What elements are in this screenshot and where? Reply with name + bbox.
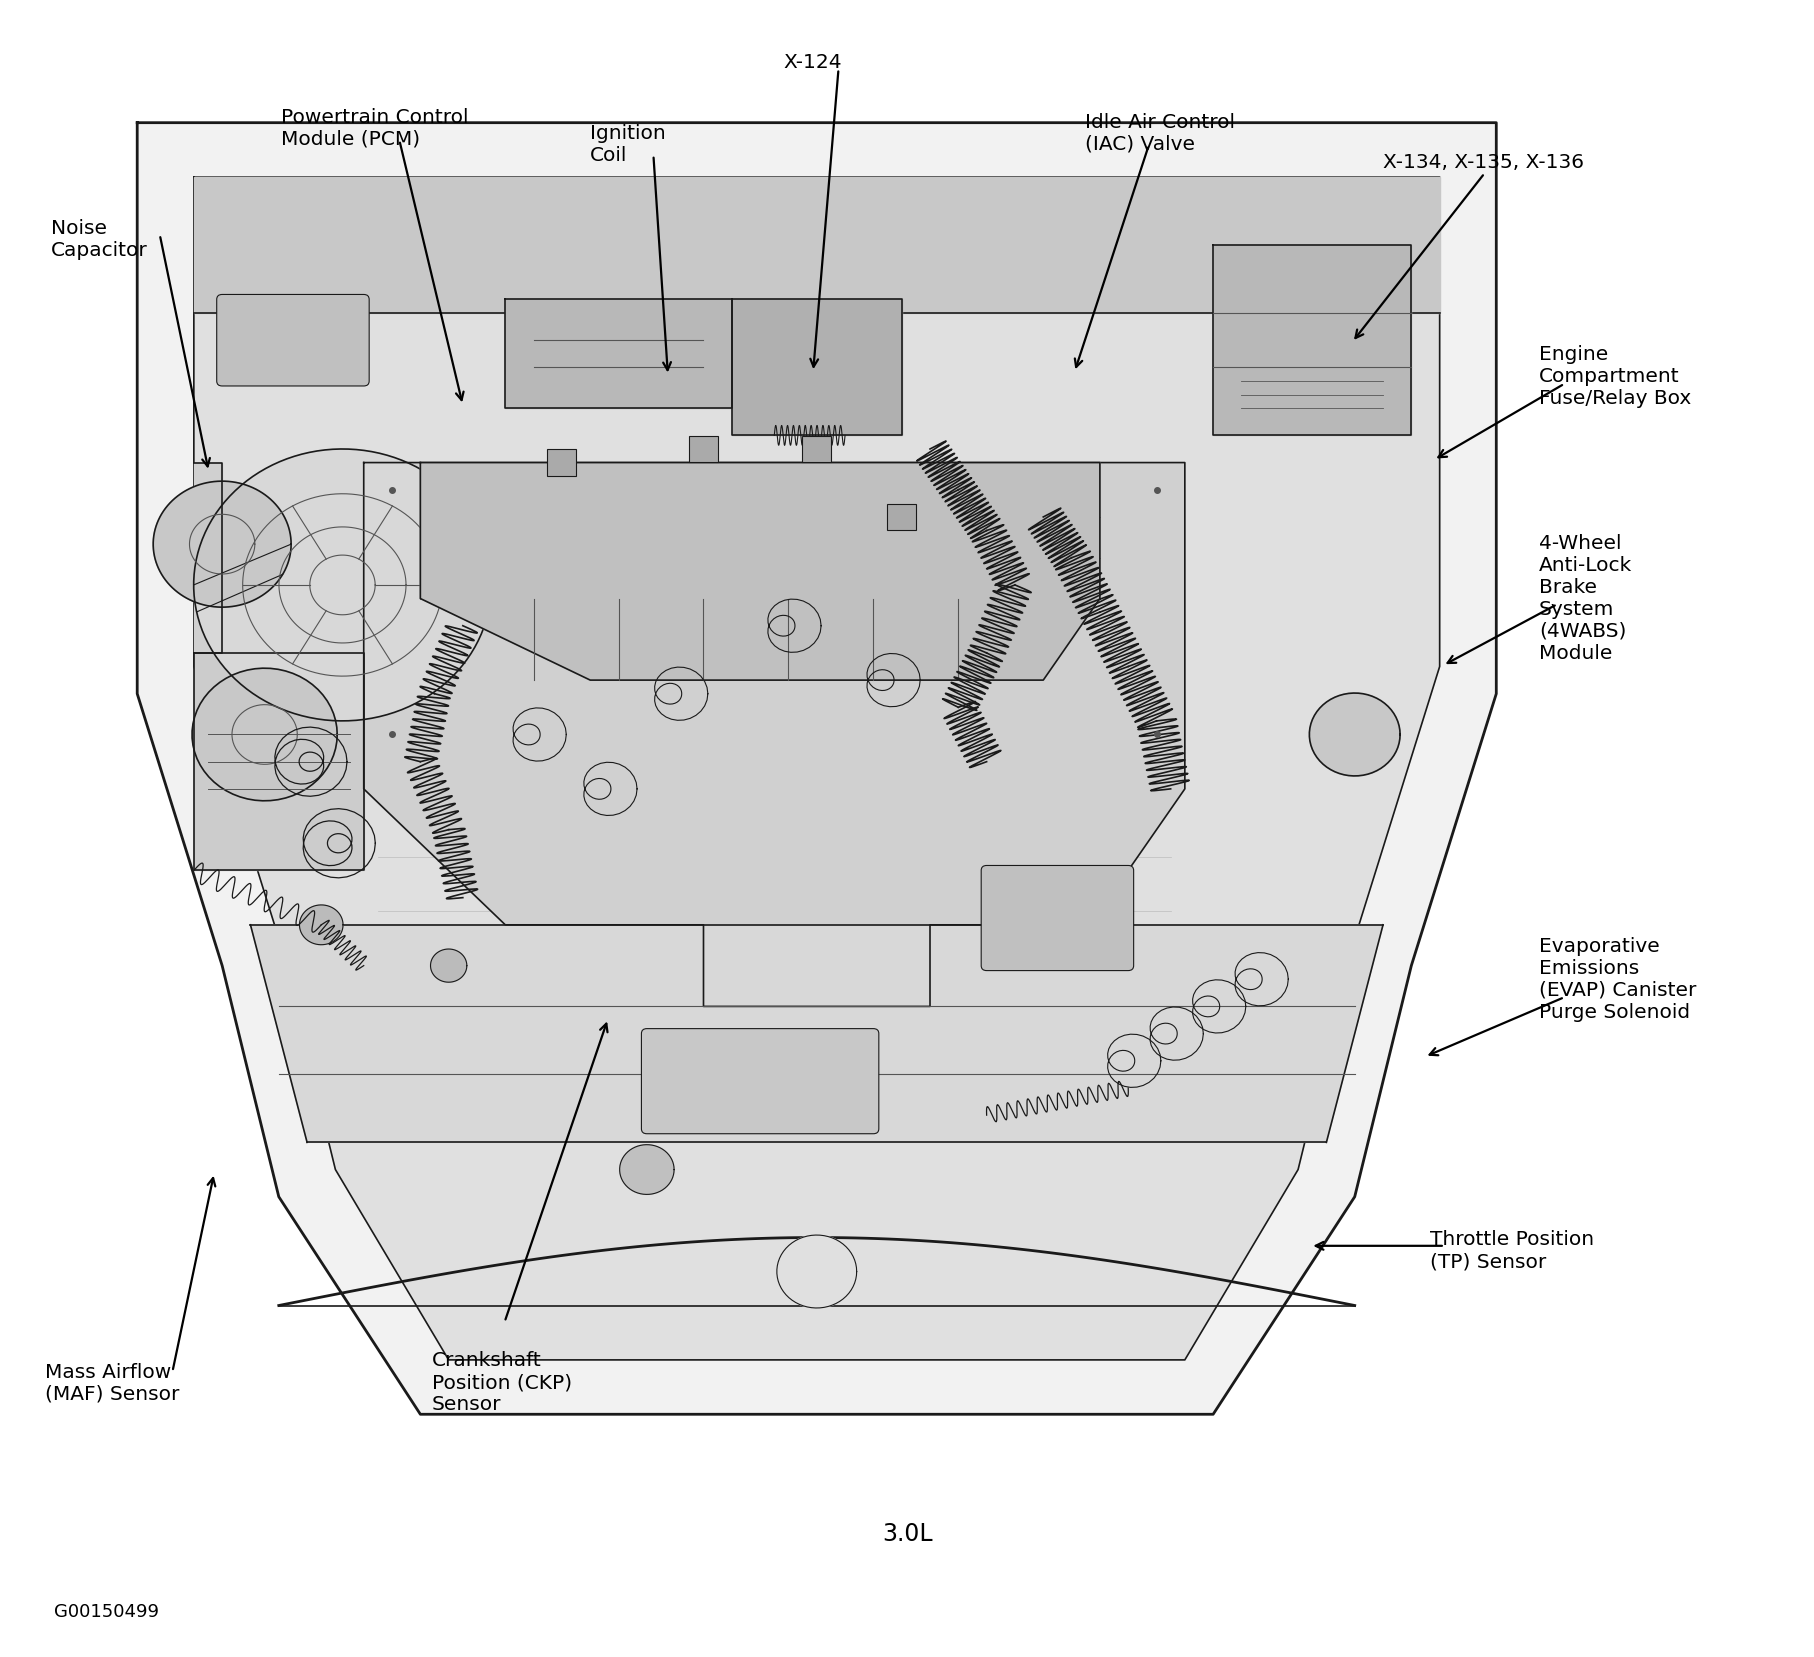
Text: G00150499: G00150499 [54, 1602, 160, 1619]
Text: X-134, X-135, X-136: X-134, X-135, X-136 [1382, 152, 1584, 171]
Bar [689, 436, 718, 462]
Text: Noise
Capacitor: Noise Capacitor [51, 219, 147, 260]
Polygon shape [421, 464, 1099, 681]
Polygon shape [1308, 694, 1399, 777]
Polygon shape [504, 300, 731, 409]
Text: Throttle Position
(TP) Sensor: Throttle Position (TP) Sensor [1429, 1229, 1593, 1271]
Bar [887, 504, 916, 530]
Polygon shape [192, 669, 337, 802]
Bar [548, 451, 577, 477]
Polygon shape [430, 949, 466, 983]
Text: Ignition
Coil: Ignition Coil [590, 124, 666, 166]
Text: 4-Wheel
Anti-Lock
Brake
System
(4WABS)
Module: 4-Wheel Anti-Lock Brake System (4WABS) M… [1538, 534, 1631, 663]
Polygon shape [250, 925, 1382, 1143]
Polygon shape [194, 449, 492, 721]
Text: Mass Airflow
(MAF) Sensor: Mass Airflow (MAF) Sensor [45, 1362, 180, 1403]
Polygon shape [1212, 245, 1411, 436]
Polygon shape [194, 177, 1439, 1360]
Polygon shape [731, 300, 902, 436]
Text: Powertrain Control
Module (PCM): Powertrain Control Module (PCM) [281, 108, 468, 149]
Polygon shape [619, 1145, 673, 1195]
FancyBboxPatch shape [981, 867, 1134, 971]
Polygon shape [152, 482, 290, 608]
FancyBboxPatch shape [216, 295, 368, 386]
Polygon shape [776, 1236, 856, 1307]
Text: Idle Air Control
(IAC) Valve: Idle Air Control (IAC) Valve [1085, 113, 1235, 154]
Text: 3.0L: 3.0L [882, 1521, 932, 1544]
Bar [802, 436, 831, 462]
Polygon shape [363, 464, 1185, 1007]
Polygon shape [194, 464, 221, 653]
Polygon shape [299, 905, 343, 944]
Text: X-124: X-124 [784, 53, 842, 71]
Text: Evaporative
Emissions
(EVAP) Canister
Purge Solenoid: Evaporative Emissions (EVAP) Canister Pu… [1538, 936, 1696, 1021]
Text: Engine
Compartment
Fuse/Relay Box: Engine Compartment Fuse/Relay Box [1538, 345, 1691, 408]
Text: Crankshaft
Position (CKP)
Sensor: Crankshaft Position (CKP) Sensor [432, 1350, 571, 1413]
FancyBboxPatch shape [640, 1029, 878, 1133]
Polygon shape [194, 177, 1439, 313]
Polygon shape [194, 653, 363, 872]
Polygon shape [138, 124, 1495, 1415]
